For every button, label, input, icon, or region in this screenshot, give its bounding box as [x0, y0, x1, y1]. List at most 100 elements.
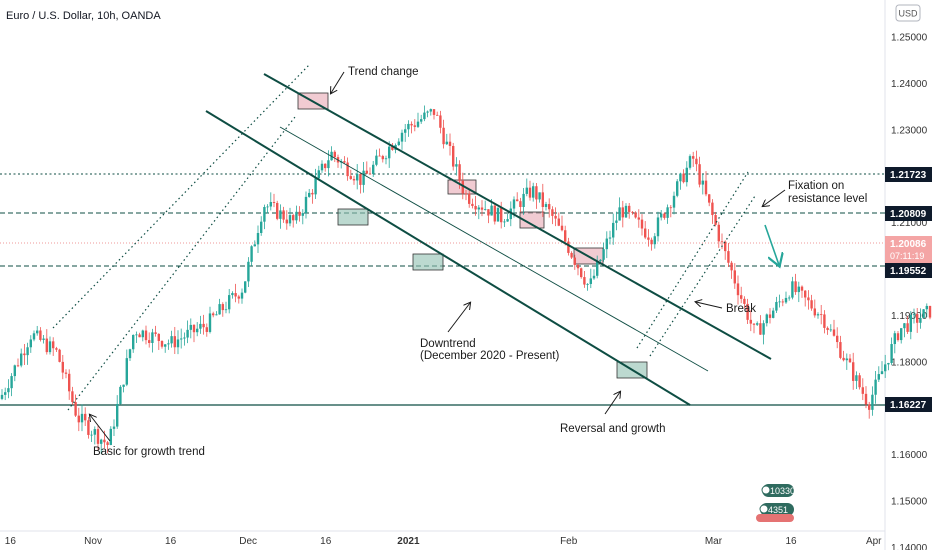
price-tick-label: 1.25000 [891, 33, 928, 44]
candle-body [784, 297, 788, 303]
candle-body [797, 286, 800, 293]
candle-body [148, 340, 151, 343]
candle-body [10, 376, 13, 389]
candle-body [650, 239, 653, 245]
event-badge[interactable] [760, 503, 794, 516]
candle-body [925, 305, 928, 310]
candle-body [317, 170, 320, 179]
candle-body [490, 205, 493, 216]
candle-body [16, 365, 20, 367]
arrow-trend-change [331, 71, 345, 93]
candle-body [512, 199, 516, 209]
candle-body [410, 123, 413, 126]
event-badge[interactable] [762, 484, 794, 497]
support-box [412, 253, 444, 271]
candle-body [602, 249, 605, 260]
candle-body [580, 268, 583, 278]
candle-body [493, 205, 496, 222]
candle-body [141, 330, 144, 338]
candle-body [39, 330, 42, 340]
currency-label: USD [898, 9, 918, 19]
candle-body [356, 173, 359, 181]
candle-body [100, 439, 103, 444]
candle-body [429, 109, 432, 112]
candle-body [698, 164, 701, 185]
candle-body [368, 173, 372, 175]
candle-body [135, 334, 138, 336]
candle-body [55, 348, 58, 350]
note-fixation-line2: resistance level [788, 193, 867, 205]
currency-button[interactable]: USD [895, 4, 921, 22]
candle-body [36, 330, 39, 334]
event-badges[interactable]: 10330 4351 [756, 484, 795, 522]
candle-body [909, 314, 912, 332]
price-label-116227: 1.16227 [890, 400, 927, 411]
candle-body [576, 264, 580, 269]
candle-body [791, 281, 794, 298]
candle-body [180, 338, 183, 340]
candle-body [32, 333, 36, 340]
candle-body [480, 207, 484, 210]
candle-body [676, 181, 679, 196]
candle-body [189, 324, 192, 330]
candle-body [164, 344, 167, 347]
candle-body [215, 314, 218, 316]
candle-body [900, 328, 903, 341]
candle-body [813, 308, 816, 316]
candle-body [922, 309, 925, 319]
candle-body [800, 286, 804, 291]
candle-body [0, 394, 4, 399]
candle-body [720, 241, 724, 243]
candle-body [663, 213, 666, 218]
candle-body [890, 344, 893, 363]
candle-body [778, 301, 781, 303]
uptrend-lower-line [67, 116, 296, 411]
candle-body [759, 323, 762, 335]
candle-body [538, 192, 541, 200]
candle-body [666, 207, 669, 218]
price-tick-label: 1.14000 [891, 543, 928, 550]
time-tick-label: 16 [5, 536, 17, 547]
chart-title: Euro / U.S. Dollar, 10h, OANDA [6, 10, 161, 22]
candle-body [551, 209, 554, 216]
candle-body [413, 125, 416, 127]
candle-body [458, 164, 461, 181]
candle-body [525, 187, 528, 194]
candle-body [109, 428, 112, 445]
candle-body [519, 201, 522, 207]
candle-body [52, 341, 55, 349]
candle-body [125, 358, 128, 385]
time-tick-label: Feb [560, 536, 578, 547]
candle-body [628, 205, 631, 212]
price-label-bg [885, 397, 932, 412]
candle-body [631, 211, 634, 213]
price-label-bg [885, 263, 932, 278]
candle-body [266, 206, 269, 208]
candle-body [506, 219, 509, 222]
candle-body [647, 237, 650, 240]
candle-body [205, 327, 208, 332]
candle-body [132, 334, 135, 350]
candle-body [868, 404, 871, 410]
candle-body [592, 275, 596, 279]
resistance-box [519, 211, 545, 229]
candle-body [733, 270, 736, 284]
candle-body [234, 293, 237, 297]
candle-body [372, 164, 375, 174]
candle-body [346, 162, 349, 177]
candle-body [535, 186, 538, 200]
candle-body [871, 394, 874, 410]
note-downtrend-line2: (December 2020 - Present) [420, 350, 560, 362]
note-reversal: Reversal and growth [560, 423, 665, 435]
candle-body [807, 297, 810, 301]
candle-body [532, 186, 535, 198]
candle-body [717, 224, 720, 242]
price-tick-label: 1.18000 [891, 357, 928, 368]
trend-channels [52, 63, 772, 411]
candle-body [541, 192, 544, 207]
candle-body [247, 261, 250, 282]
candle-body [128, 349, 132, 359]
recovery-upper-line [636, 171, 749, 349]
candle-body [333, 151, 336, 158]
